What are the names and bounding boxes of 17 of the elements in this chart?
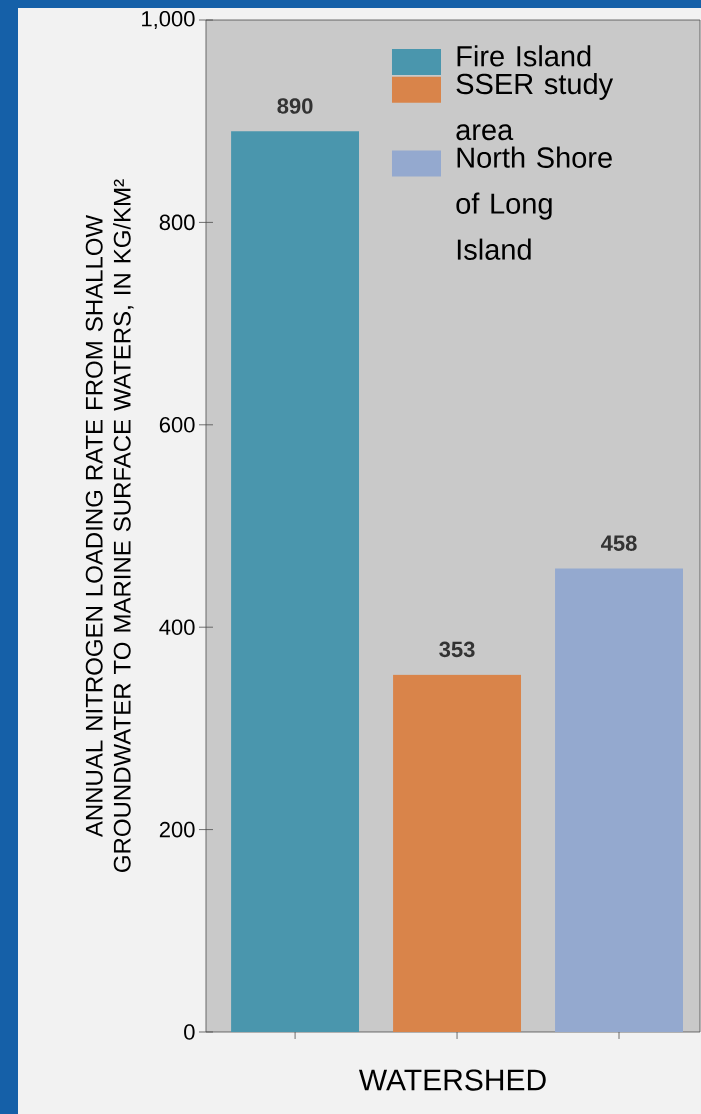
y-tick-label: 0 [184, 1024, 195, 1040]
bar [393, 674, 522, 1032]
data-label: 458 [600, 535, 637, 551]
y-tick-label: 200 [159, 821, 195, 838]
bar [555, 568, 683, 1032]
y-tick-label: 800 [159, 214, 195, 231]
data-label: 890 [277, 98, 313, 114]
y-tick-label: 1,000 [142, 10, 195, 30]
x-axis-title: WATERSHED [358, 1069, 546, 1091]
legend-label: SSER study area [456, 72, 614, 141]
data-label: 353 [439, 641, 475, 658]
legend-label: Fire Island [457, 45, 591, 67]
legend-label: North Shore of Long Island [456, 146, 612, 260]
bar [231, 131, 360, 1032]
y-axis-title: ANNUAL NITROGEN LOADING RATE FROM SHALLOW GROUNDWATER TO MARINE SURFACE WATERS, IN KG/KM² [85, 179, 134, 872]
y-tick-label: 600 [159, 417, 195, 433]
y-tick-label: 400 [159, 619, 195, 635]
